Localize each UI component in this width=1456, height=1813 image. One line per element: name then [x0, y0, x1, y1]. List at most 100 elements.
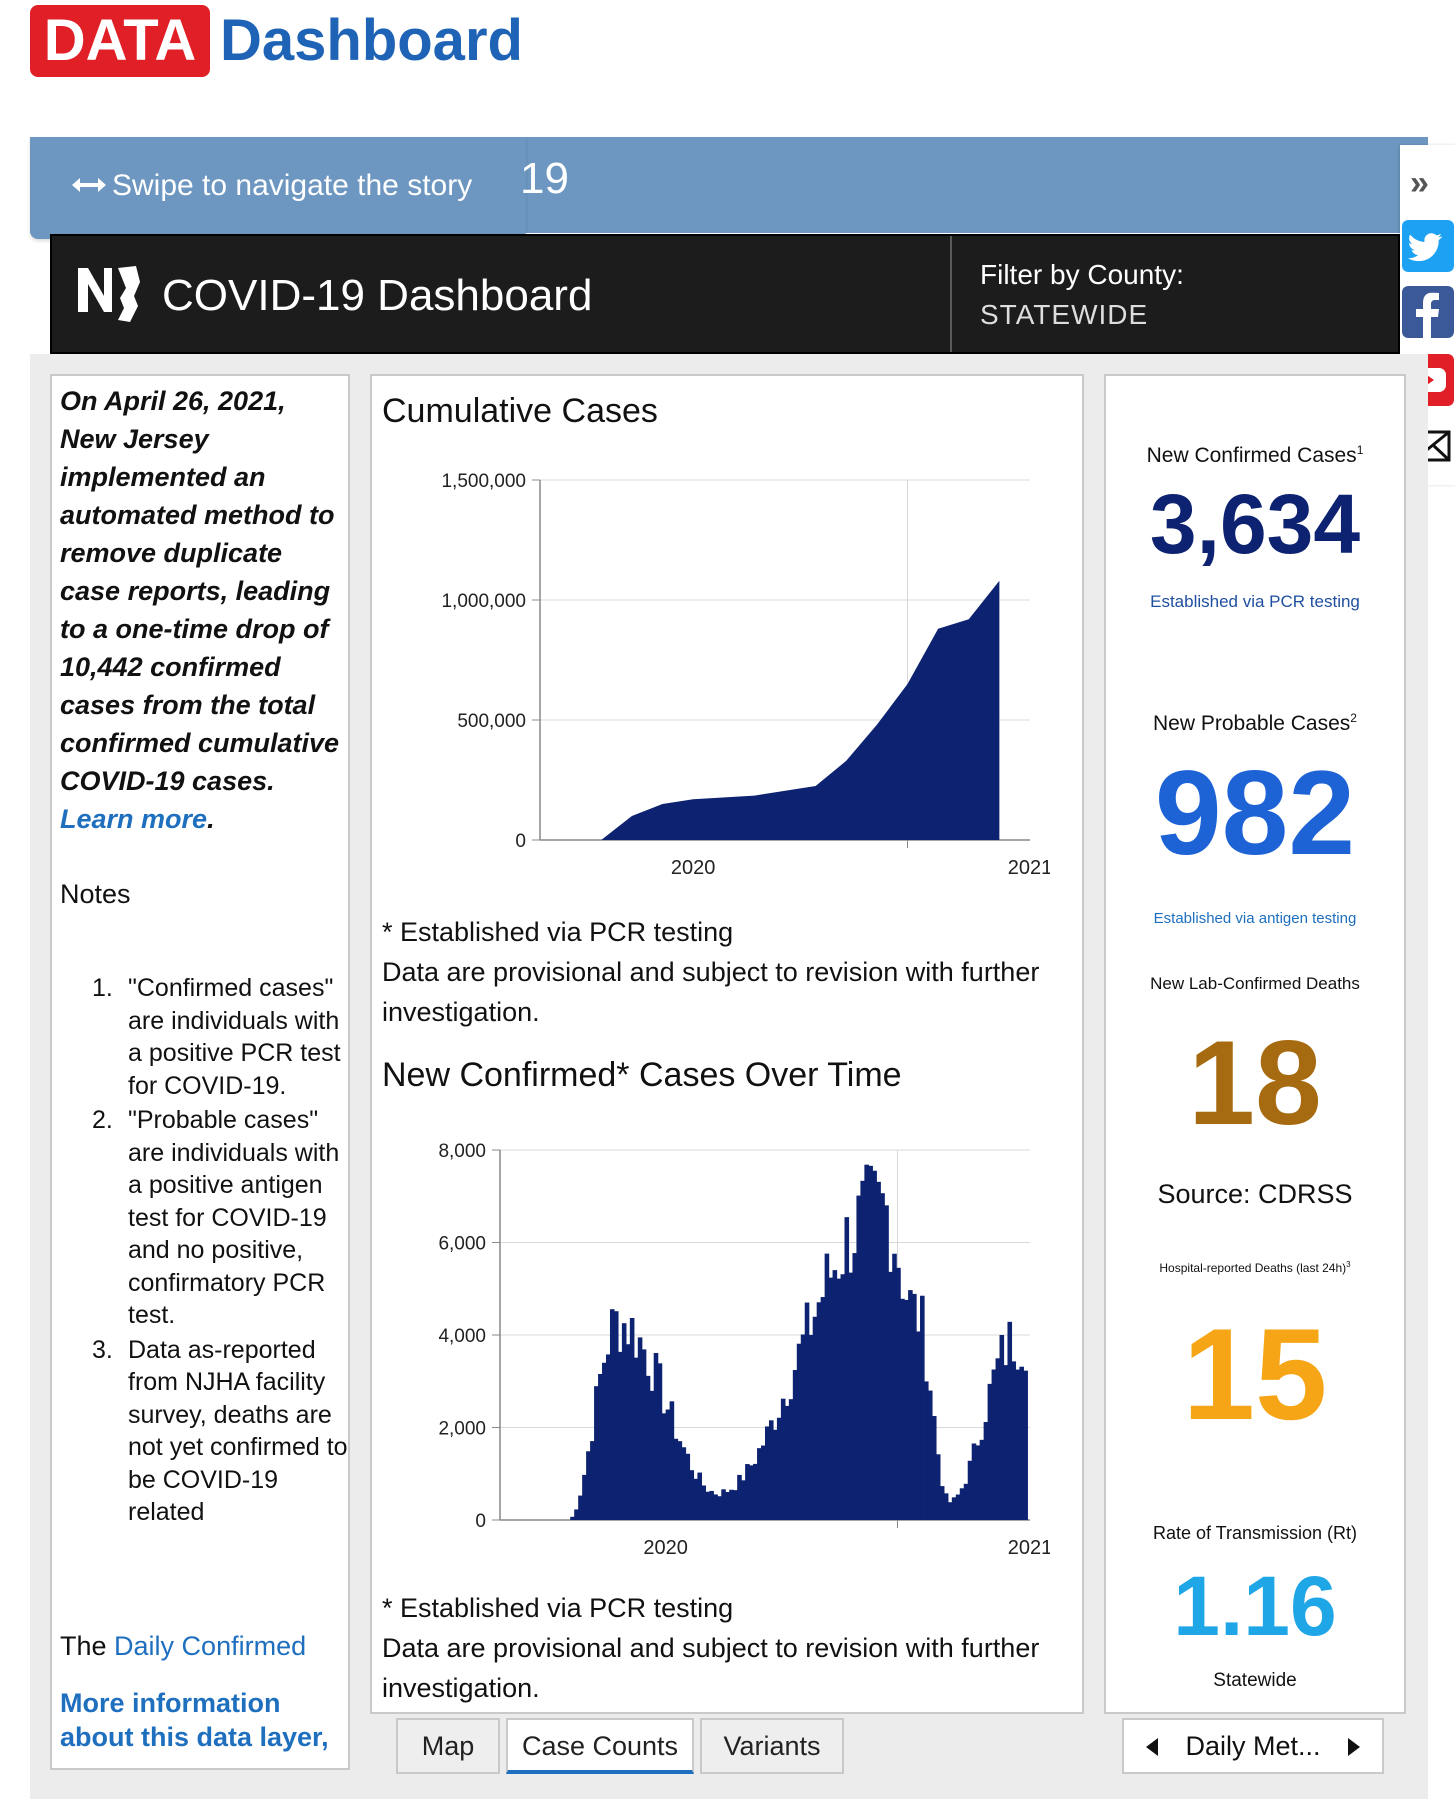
new-cases-bar — [582, 1474, 587, 1520]
twitter-icon[interactable] — [1402, 220, 1454, 272]
new-cases-bar — [852, 1253, 858, 1520]
new-cases-bar — [741, 1480, 746, 1520]
y-tick-label: 4,000 — [438, 1326, 486, 1347]
new-cases-bar — [939, 1486, 945, 1520]
new-cases-bar — [955, 1494, 961, 1520]
new-cases-bar — [613, 1311, 619, 1520]
new-cases-bar — [772, 1429, 778, 1520]
new-cases-bar — [1003, 1365, 1009, 1520]
more-information-link[interactable]: More information about this data layer, — [60, 1688, 329, 1752]
facebook-icon[interactable] — [1402, 286, 1454, 338]
new-cases-bar — [665, 1409, 671, 1520]
y-tick-label: 1,500,000 — [441, 471, 526, 492]
rt-scope: Statewide — [1213, 1670, 1297, 1691]
note-item: 2. "Probable cases" are individuals with … — [92, 1106, 340, 1329]
new-cases-bar — [653, 1352, 659, 1520]
new-cases-bar — [979, 1439, 985, 1520]
dashboard-title: COVID-19 Dashboard — [162, 271, 593, 320]
new-cases-bar — [804, 1302, 810, 1520]
new-cases-bar — [947, 1502, 953, 1520]
note-item: 3. Data as-reported from NJHA facility su… — [92, 1335, 348, 1527]
new-cases-bar — [1007, 1321, 1013, 1520]
new-cases-bar — [963, 1483, 969, 1520]
cumulative-area — [601, 580, 1000, 840]
new-cases-bar — [824, 1253, 830, 1520]
new-cases-bar — [586, 1451, 591, 1520]
new-cases-bar — [669, 1401, 675, 1520]
y-tick-label: 8,000 — [438, 1141, 486, 1162]
dashboard-header — [50, 234, 1400, 354]
new-cases-bar — [920, 1295, 925, 1520]
new-cases-bar — [935, 1454, 941, 1520]
previous-arrow-icon[interactable] — [1146, 1738, 1160, 1756]
deaths-source: Source: CDRSS — [1157, 1179, 1353, 1209]
new-cases-bar — [637, 1337, 643, 1520]
y-tick-label: 6,000 — [438, 1234, 486, 1255]
new-cases-bar — [792, 1370, 798, 1520]
y-tick-label: 0 — [515, 831, 526, 852]
new-cases-bar — [800, 1334, 806, 1520]
new-cases-bar — [606, 1354, 611, 1520]
new-confirmed-value: 3,634 — [1149, 477, 1361, 571]
new-cases-bar — [788, 1399, 794, 1520]
new-deaths-value: 18 — [1188, 1016, 1322, 1150]
new-cases-bar — [625, 1344, 631, 1520]
new-cases-bar — [856, 1195, 861, 1520]
new-cases-bar — [661, 1413, 667, 1520]
new-cases-bar — [951, 1497, 957, 1520]
learn-more-link[interactable]: Learn more — [60, 804, 208, 834]
next-arrow-icon[interactable] — [1346, 1738, 1360, 1756]
new-cases-bar — [641, 1349, 647, 1520]
rt-label: Rate of Transmission (Rt) — [1152, 1523, 1358, 1543]
tab-case-counts[interactable]: Case Counts — [506, 1718, 694, 1774]
swipe-hint: Swipe to navigate the story — [72, 166, 472, 206]
swipe-navigation-hint[interactable] — [30, 137, 526, 239]
logo-data-badge: DATA — [30, 5, 210, 77]
new-cases-bar — [749, 1465, 754, 1520]
new-cases-bar — [737, 1474, 742, 1520]
new-cases-bar — [609, 1309, 615, 1520]
new-cases-bar — [689, 1470, 695, 1520]
y-tick-label: 500,000 — [457, 711, 526, 732]
new-cases-bar — [995, 1358, 1001, 1520]
new-cases-bar — [701, 1485, 706, 1520]
new-cases-bar — [721, 1489, 726, 1520]
notice-period: . — [207, 804, 215, 834]
new-cases-bar — [999, 1334, 1005, 1520]
new-cases-bar — [991, 1369, 997, 1520]
daily-confirmed-link[interactable]: Daily Confirmed — [114, 1631, 307, 1661]
swipe-label: Swipe to navigate the story — [112, 169, 473, 202]
new-cases-bar — [649, 1390, 655, 1520]
new-cases-bar — [844, 1217, 850, 1520]
new-cases-bar — [1023, 1370, 1028, 1520]
probable-method: Established via antigen testing — [1153, 910, 1357, 927]
new-cases-bar — [848, 1272, 854, 1520]
new-cases-bar — [924, 1381, 929, 1520]
new-cases-bar — [645, 1375, 651, 1520]
new-cases-bar — [765, 1426, 770, 1520]
new-cases-bar — [896, 1267, 901, 1520]
tab-variants[interactable]: Variants — [700, 1718, 844, 1774]
new-cases-bar — [860, 1180, 865, 1520]
notes-list: 1. "Confirmed cases" are individuals with… — [60, 972, 350, 1531]
daily-confirmed-line: The Daily Confirmed — [60, 1631, 307, 1661]
new-cases-bar — [713, 1494, 718, 1520]
new-cases-bar — [657, 1363, 663, 1520]
new-cases-bar — [971, 1443, 977, 1520]
story-page-number: 19 — [520, 154, 569, 203]
logo-dashboard-text: Dashboard — [220, 8, 523, 73]
new-cases-bar — [868, 1165, 873, 1520]
new-cases-bar — [1019, 1366, 1024, 1520]
tab-map[interactable]: Map — [396, 1718, 500, 1774]
collapse-rail-icon[interactable]: » — [1410, 164, 1429, 202]
new-cases-bar — [796, 1343, 802, 1520]
county-filter-select[interactable]: STATEWIDE — [980, 299, 1149, 330]
new-cases-bar — [912, 1293, 917, 1520]
new-cases-bar — [673, 1438, 679, 1520]
new-cases-bar — [617, 1351, 623, 1520]
new-cases-bar — [812, 1316, 818, 1520]
new-cases-bar — [578, 1495, 583, 1520]
new-cases-bar — [629, 1317, 635, 1520]
new-cases-bar — [693, 1478, 699, 1520]
new-cases-bar — [820, 1297, 826, 1520]
